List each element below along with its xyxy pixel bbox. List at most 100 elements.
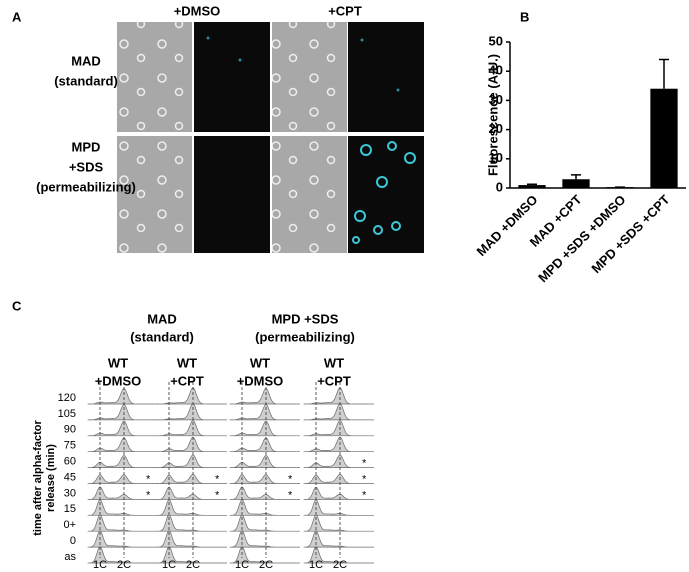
error-bar <box>659 58 669 89</box>
histogram <box>303 546 374 564</box>
column-title: +DMSO <box>95 373 142 388</box>
dic-image <box>272 136 347 253</box>
histogram <box>87 455 158 468</box>
column-header: +DMSO <box>174 3 221 18</box>
column-title: WT <box>177 355 197 370</box>
histogram <box>303 403 374 421</box>
histogram <box>156 546 227 564</box>
histogram <box>156 514 227 532</box>
histogram <box>229 486 300 500</box>
y-tick-label: 30 <box>489 92 503 107</box>
row-label: 30 <box>64 487 76 499</box>
asterisk: * <box>362 489 367 501</box>
histogram <box>87 403 158 421</box>
asterisk: * <box>362 473 367 485</box>
histogram <box>229 455 300 468</box>
row-header: (standard) <box>54 73 118 88</box>
y-axis-label: Fluorescence (A.U.) <box>485 54 500 176</box>
histogram <box>303 486 374 500</box>
asterisk: * <box>288 473 293 485</box>
histogram <box>87 486 158 500</box>
bar <box>518 185 546 188</box>
x-tick-label: 2C <box>259 559 273 571</box>
histogram <box>303 419 374 437</box>
histogram <box>156 419 227 437</box>
histogram <box>87 514 158 532</box>
histogram <box>303 454 374 468</box>
asterisk: * <box>215 473 220 485</box>
column-title: WT <box>108 355 128 370</box>
histogram <box>156 387 227 405</box>
histogram <box>229 546 300 564</box>
histogram <box>303 387 374 405</box>
column-title: WT <box>324 355 344 370</box>
group-title: (permeabilizing) <box>255 329 355 344</box>
row-label: 75 <box>64 440 76 452</box>
histogram <box>229 499 300 516</box>
row-label: 120 <box>58 392 76 404</box>
column-title: +CPT <box>170 373 204 388</box>
histogram <box>156 473 227 484</box>
row-label: 105 <box>58 408 76 420</box>
error-bar <box>527 183 537 186</box>
histogram <box>229 474 300 484</box>
x-tick-label: 1C <box>93 559 107 571</box>
micrographs <box>117 22 424 253</box>
histogram <box>303 473 374 484</box>
cyan-dots <box>206 36 400 92</box>
histogram <box>87 546 158 564</box>
x-tick-label: MAD +DMSO <box>474 192 541 259</box>
fluorescence-image <box>194 136 270 253</box>
x-tick-label: 2C <box>117 559 131 571</box>
histogram <box>229 388 300 405</box>
row-label: 15 <box>64 503 76 515</box>
dic-image <box>117 22 192 132</box>
histogram <box>87 474 158 484</box>
histogram <box>303 530 374 548</box>
asterisk: * <box>146 473 151 485</box>
bar <box>562 179 590 188</box>
row-header: +SDS <box>69 159 104 174</box>
y-tick-label: 50 <box>489 33 503 48</box>
group-title: (standard) <box>130 329 194 344</box>
x-tick-label: MPD +SDS +CPT <box>588 192 672 276</box>
histogram <box>156 486 227 500</box>
row-label: 0+ <box>63 519 76 531</box>
histogram <box>156 403 227 421</box>
histogram <box>156 499 227 516</box>
histogram <box>229 530 300 548</box>
histogram <box>87 437 158 453</box>
histogram <box>303 436 374 453</box>
y-tick-label: 40 <box>489 63 503 78</box>
x-tick-label: 1C <box>235 559 249 571</box>
histogram <box>303 514 374 532</box>
histogram <box>87 499 158 516</box>
histogram <box>156 530 227 548</box>
histogram <box>229 420 300 437</box>
x-tick-label: 1C <box>162 559 176 571</box>
row-label: 0 <box>70 535 76 547</box>
histogram <box>229 514 300 532</box>
x-tick-label: 1C <box>309 559 323 571</box>
histogram <box>229 437 300 453</box>
histogram <box>156 436 227 453</box>
group-title: MAD <box>147 311 177 326</box>
fluorescence-image <box>348 22 424 132</box>
y-tick-label: 10 <box>489 150 503 165</box>
group-title: MPD +SDS <box>272 311 339 326</box>
y-axis-label: time after alpha-factor <box>32 420 44 536</box>
dic-image <box>272 22 347 132</box>
column-title: +DMSO <box>237 373 284 388</box>
cyan-cells <box>352 141 416 244</box>
asterisk: * <box>288 489 293 501</box>
asterisk: * <box>362 458 367 470</box>
histogram <box>87 420 158 437</box>
y-tick-label: 0 <box>496 179 503 194</box>
dic-image <box>117 136 192 253</box>
x-tick-label: 2C <box>333 559 347 571</box>
histogram <box>87 388 158 405</box>
panel-label: A <box>12 9 22 24</box>
row-header: (permeabilizing) <box>36 179 136 194</box>
row-label: 45 <box>64 471 76 483</box>
row-header: MAD <box>71 53 101 68</box>
